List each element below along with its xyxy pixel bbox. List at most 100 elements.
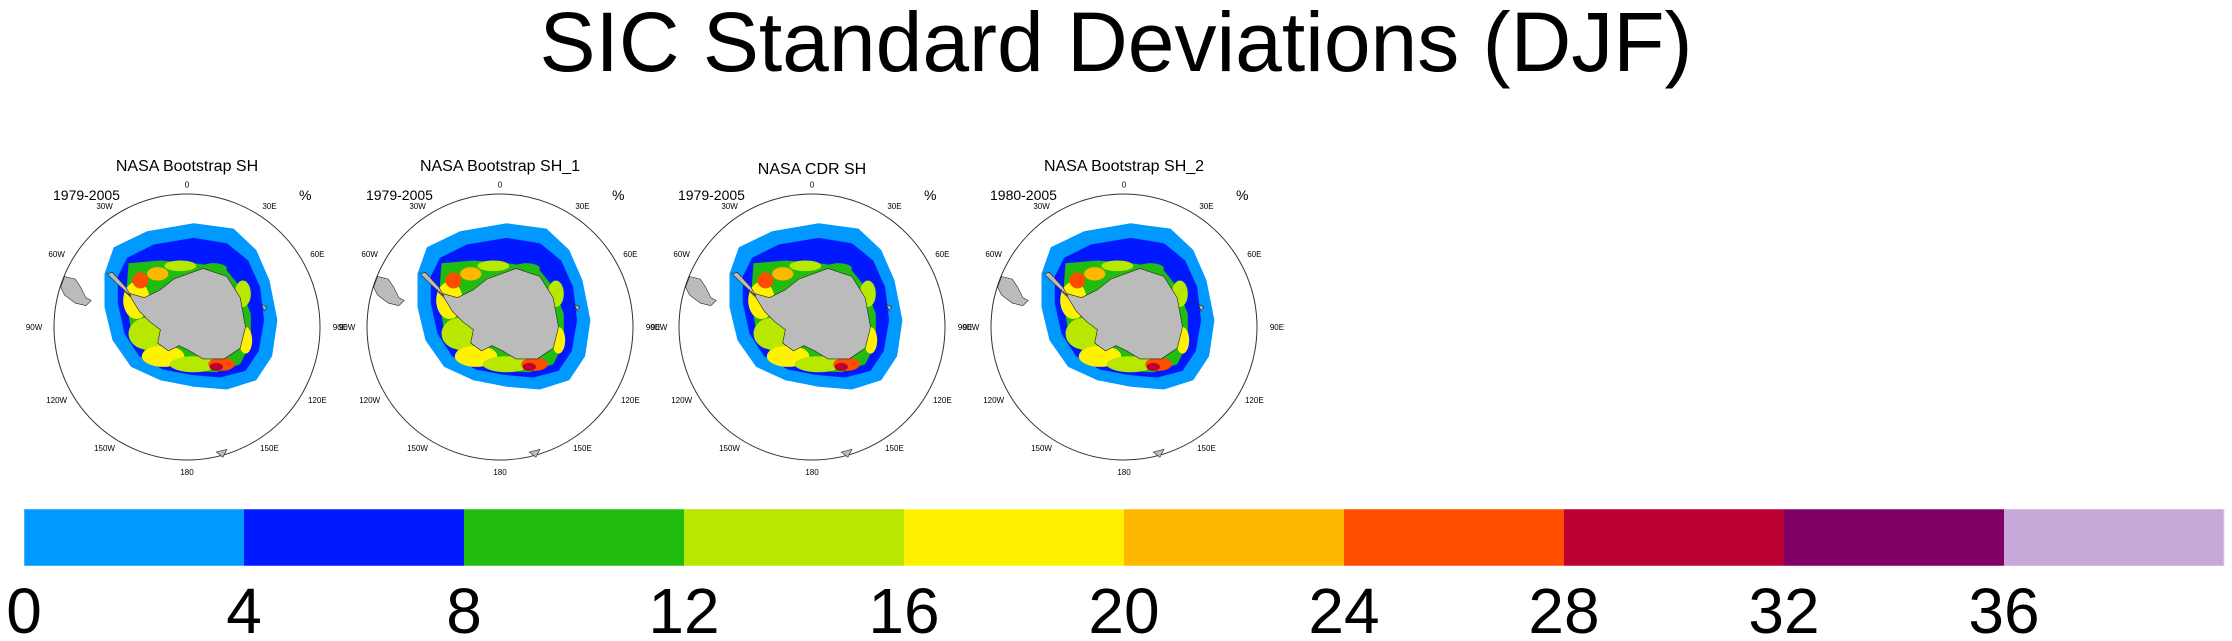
colorbar-swatch [2004, 509, 2225, 566]
colorbar-tick-label: 20 [1088, 575, 1159, 641]
panel-period: 1980-2005 [990, 187, 1057, 203]
longitude-label: 30W [96, 202, 113, 211]
colorbar-tick-label: 16 [868, 575, 939, 641]
longitude-label: 60W [673, 250, 690, 259]
longitude-label: 120W [46, 396, 67, 405]
longitude-label: 180 [180, 468, 194, 477]
antarctica-landmass [124, 268, 246, 360]
south-america-landmass [60, 276, 92, 307]
colorbar-tick-label: 28 [1528, 575, 1599, 641]
colorbar-frame [23, 508, 2225, 567]
longitude-label: 30E [1199, 202, 1213, 211]
antarctic-peninsula [731, 272, 757, 297]
colorbar-tick-label: 36 [1968, 575, 2039, 641]
sd-patch [1106, 356, 1155, 373]
map-panel: NASA Bootstrap SH 1979-2005 % 0 30E 60E 90E 120… [26, 158, 347, 477]
map-panel: NASA Bootstrap SH_1 1979-2005 % 0 30E 60E 90E 1… [339, 158, 660, 477]
longitude-label: 180 [805, 468, 819, 477]
colorbar-swatch [1344, 509, 1565, 566]
longitude-label: 0 [1122, 181, 1127, 190]
sd-patch [757, 272, 774, 289]
antarctic-peninsula [106, 272, 132, 297]
colorbar-tick-label: 24 [1308, 575, 1379, 641]
south-america-landmass [997, 276, 1029, 307]
panel-period: 1979-2005 [678, 187, 745, 203]
longitude-label: 60E [935, 250, 949, 259]
colorbar-tick-label: 0 [6, 575, 42, 641]
new-zealand-landmass [1152, 448, 1165, 458]
south-america-landmass [685, 276, 717, 307]
longitude-label: 120E [308, 396, 327, 405]
sd-patch [132, 272, 149, 289]
longitude-label: 30W [409, 202, 426, 211]
sd-patch [794, 356, 843, 373]
sd-patch [445, 272, 462, 289]
longitude-label: 30E [887, 202, 901, 211]
sd-patch [789, 260, 822, 272]
sd-patch [477, 260, 510, 272]
longitude-label: 90E [333, 323, 347, 332]
antarctic-peninsula [1043, 272, 1069, 297]
colorbar-tick-label: 12 [648, 575, 719, 641]
longitude-label: 30E [575, 202, 589, 211]
map-panels: NASA Bootstrap SH 1979-2005 % 0 30E 60E 90E 120… [26, 158, 1284, 477]
panel-units: % [612, 187, 624, 203]
longitude-label: 30W [1033, 202, 1050, 211]
longitude-label: 30W [721, 202, 738, 211]
panel-title: NASA CDR SH [758, 161, 866, 178]
sd-patch [482, 356, 531, 373]
longitude-label: 150E [260, 444, 279, 453]
longitude-label: 150W [1031, 444, 1052, 453]
longitude-label: 60W [361, 250, 378, 259]
longitude-label: 120E [933, 396, 952, 405]
longitude-label: 60W [985, 250, 1002, 259]
island-landmass [260, 303, 268, 312]
colorbar-swatch [1564, 509, 1785, 566]
longitude-label: 30E [262, 202, 276, 211]
new-zealand-landmass [528, 448, 541, 458]
longitude-label: 120W [359, 396, 380, 405]
longitude-label: 90W [651, 323, 668, 332]
longitude-label: 150E [885, 444, 904, 453]
longitude-label: 0 [498, 181, 503, 190]
colorbar-swatch [1124, 509, 1345, 566]
sd-patch [1069, 272, 1086, 289]
longitude-label: 90W [339, 323, 356, 332]
longitude-label: 60E [1247, 250, 1261, 259]
antarctica-landmass [749, 268, 871, 360]
colorbar-swatch [244, 509, 465, 566]
longitude-label: 180 [1117, 468, 1131, 477]
colorbar-tick-label: 32 [1748, 575, 1819, 641]
panel-units: % [924, 187, 936, 203]
longitude-label: 90W [963, 323, 980, 332]
colorbar-swatch [684, 509, 905, 566]
longitude-label: 120E [1245, 396, 1264, 405]
longitude-label: 150W [719, 444, 740, 453]
colorbar-tick-label: 8 [446, 575, 482, 641]
longitude-label: 120W [671, 396, 692, 405]
island-landmass [885, 303, 893, 312]
sd-patch [460, 267, 482, 281]
sd-patch [1084, 267, 1106, 281]
colorbar-swatch [24, 509, 245, 566]
longitude-label: 60E [623, 250, 637, 259]
longitude-label: 150E [573, 444, 592, 453]
sd-patch [147, 267, 169, 281]
south-america-landmass [373, 276, 405, 307]
colorbar-tick-label: 4 [226, 575, 262, 641]
longitude-label: 90E [958, 323, 972, 332]
longitude-label: 150E [1197, 444, 1216, 453]
panel-period: 1979-2005 [53, 187, 120, 203]
longitude-label: 90W [26, 323, 43, 332]
new-zealand-landmass [840, 448, 853, 458]
antarctica-landmass [437, 268, 559, 360]
panel-units: % [299, 187, 311, 203]
sd-patch [209, 362, 223, 371]
panel-period: 1979-2005 [366, 187, 433, 203]
longitude-label: 60W [48, 250, 65, 259]
longitude-label: 120W [983, 396, 1004, 405]
island-landmass [573, 303, 581, 312]
longitude-label: 150W [94, 444, 115, 453]
longitude-label: 180 [493, 468, 507, 477]
colorbar-swatch [1784, 509, 2005, 566]
